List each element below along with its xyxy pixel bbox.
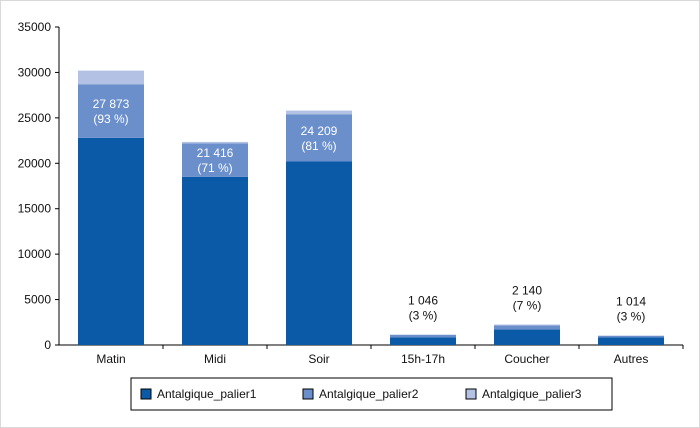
- bar-segment-antalgique-palier2: [494, 325, 560, 330]
- x-tick-label: Autres: [614, 352, 649, 366]
- y-tick-label: 0: [44, 338, 51, 352]
- legend: Antalgique_palier1 Antalgique_palier2 Anta…: [130, 377, 613, 411]
- data-label-value: 24 209: [301, 124, 338, 138]
- data-label-percent: (81 %): [301, 139, 336, 153]
- data-label-percent: (3 %): [617, 309, 646, 323]
- bar-segment-antalgique-palier2: [390, 335, 456, 338]
- legend-label: Antalgique_palier3: [482, 387, 582, 401]
- bar-segment-antalgique-palier3: [78, 70, 144, 85]
- data-label-percent: (7 %): [513, 299, 542, 313]
- x-tick-label: Midi: [204, 352, 226, 366]
- data-label-value: 27 873: [93, 97, 130, 111]
- y-tick-label: 5000: [24, 293, 51, 307]
- y-tick-label: 35000: [18, 20, 52, 34]
- x-tick-label: 15h-17h: [401, 352, 445, 366]
- legend-swatch-antalgique-palier1: [140, 388, 152, 400]
- data-label-percent: (71 %): [197, 161, 232, 175]
- y-tick-label: 30000: [18, 65, 52, 79]
- y-tick-label: 15000: [18, 202, 52, 216]
- bar-segment-antalgique-palier1: [494, 329, 560, 345]
- bar-segment-antalgique-palier1: [598, 337, 664, 345]
- bar-segment-antalgique-palier1: [182, 176, 248, 345]
- plot-area: 0 5000 10000 15000 20000 25000 30000 35000 Matin…: [18, 20, 684, 366]
- bar-segment-antalgique-palier3: [286, 110, 352, 115]
- y-tick-label: 25000: [18, 111, 52, 125]
- x-tick-label: Coucher: [504, 352, 549, 366]
- legend-swatch-antalgique-palier2: [302, 388, 314, 400]
- legend-label: Antalgique_palier1: [157, 387, 257, 401]
- data-label-value: 21 416: [197, 146, 234, 160]
- x-tick-label: Matin: [96, 352, 125, 366]
- y-tick-label: 20000: [18, 156, 52, 170]
- legend-label: Antalgique_palier2: [319, 387, 419, 401]
- bar-segment-antalgique-palier3: [494, 324, 560, 326]
- bar-segment-antalgique-palier2: [182, 143, 248, 177]
- y-tick-label: 10000: [18, 247, 52, 261]
- bar-segment-antalgique-palier2: [598, 335, 664, 338]
- legend-swatch-antalgique-palier3: [465, 388, 477, 400]
- bar-segment-antalgique-palier2: [286, 114, 352, 162]
- bar-segment-antalgique-palier1: [286, 161, 352, 345]
- data-label-percent: (3 %): [409, 309, 438, 323]
- bar-segment-antalgique-palier1: [78, 137, 144, 345]
- legend-box: [130, 377, 613, 411]
- bar-segment-antalgique-palier3: [182, 141, 248, 144]
- data-label-value: 1 046: [408, 294, 438, 308]
- x-tick-label: Soir: [308, 352, 329, 366]
- bar-segment-antalgique-palier2: [78, 84, 144, 138]
- data-label-value: 1 014: [616, 294, 646, 308]
- data-label-value: 2 140: [512, 284, 542, 298]
- data-label-percent: (93 %): [93, 112, 128, 126]
- bar-segment-antalgique-palier1: [390, 337, 456, 345]
